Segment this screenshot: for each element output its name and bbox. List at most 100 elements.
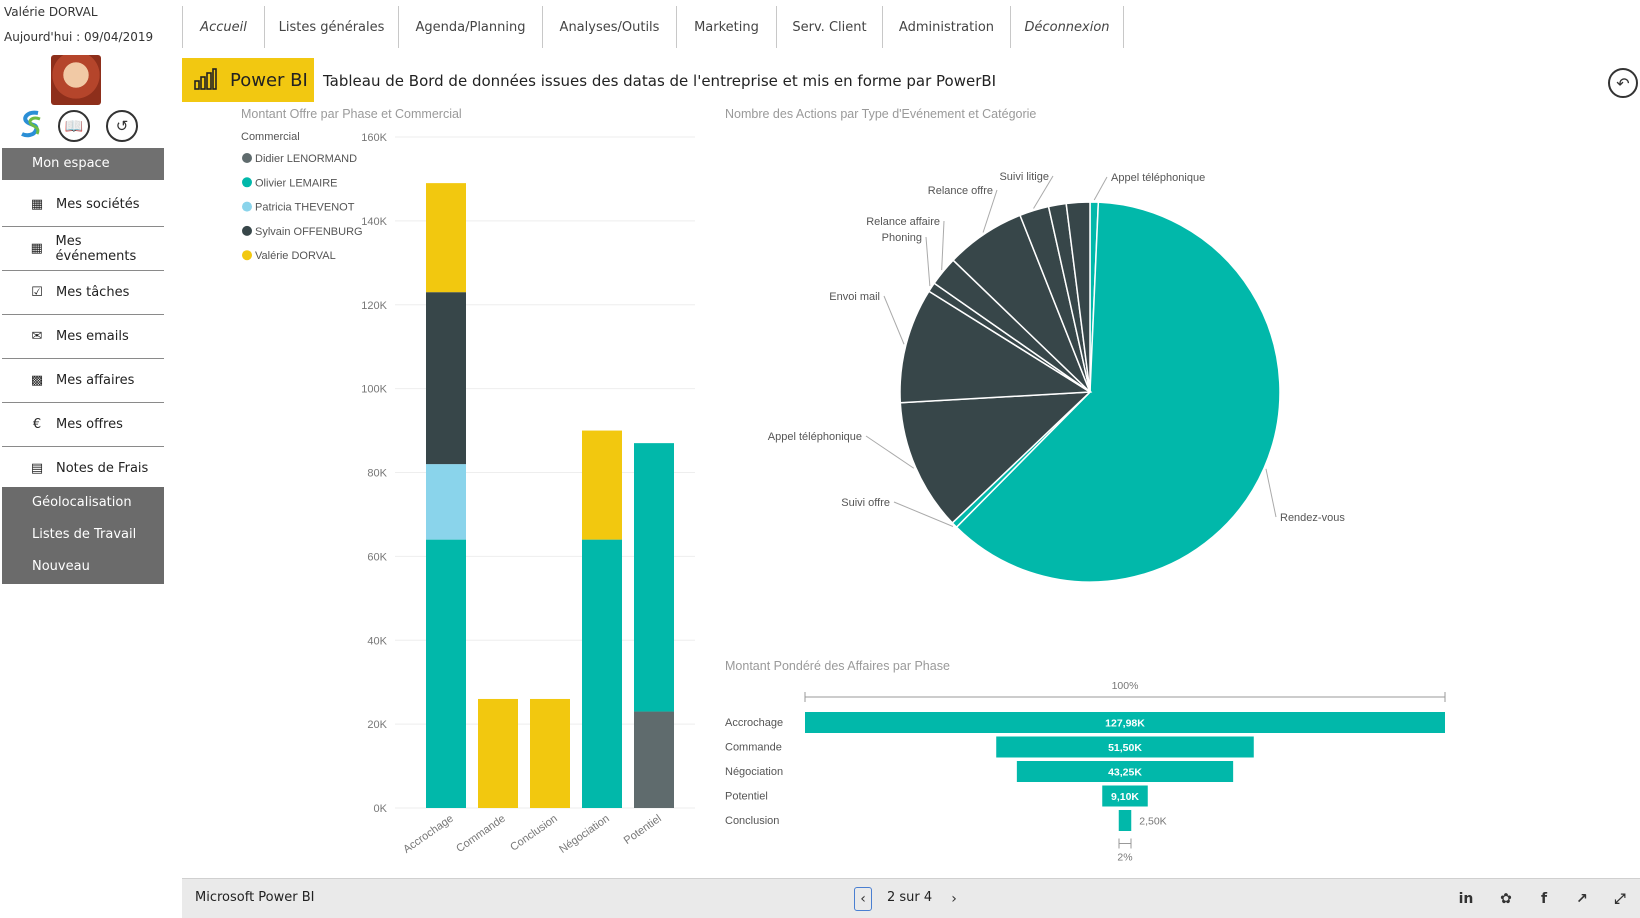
- pie-slice-label: Phoning: [882, 232, 922, 244]
- bar-x-tick-label: Potentiel: [622, 813, 664, 847]
- pie-slice[interactable]: [955, 201, 1281, 583]
- tab-agenda-planning[interactable]: Agenda/Planning: [398, 6, 542, 48]
- fullscreen-icon[interactable]: ⤢: [1614, 891, 1626, 907]
- pie-chart-title: Nombre des Actions par Type d'Evénement …: [725, 107, 1036, 121]
- charts-canvas: Montant Offre par Phase et Commercial Co…: [241, 107, 1446, 864]
- funnel-category-label: Potentiel: [725, 791, 768, 803]
- sidebar-item-offres[interactable]: € Mes offres: [2, 403, 164, 447]
- tab-accueil[interactable]: Accueil: [182, 6, 264, 48]
- tab-administration[interactable]: Administration: [882, 6, 1010, 48]
- sidebar-item-label: Mes offres: [56, 417, 123, 432]
- tab-analyses-outils[interactable]: Analyses/Outils: [542, 6, 676, 48]
- bar-y-tick-label: 40K: [367, 635, 387, 647]
- back-icon[interactable]: ↶: [1608, 68, 1638, 98]
- funnel-value-label: 9,10K: [1111, 791, 1139, 803]
- bar-segment[interactable]: [634, 711, 674, 808]
- tab-listes-generales[interactable]: Listes générales: [264, 6, 398, 48]
- menu-header[interactable]: Mon espace: [2, 148, 164, 180]
- bar-segment[interactable]: [478, 698, 518, 808]
- history-icon[interactable]: ↺: [106, 110, 138, 142]
- bar-legend-entry[interactable]: Didier LENORMAND: [255, 153, 357, 165]
- user-name: Valérie DORVAL: [4, 5, 98, 19]
- chevron-left-icon[interactable]: ‹: [854, 887, 872, 911]
- powerbi-footer: Microsoft Power BI ‹ 2 sur 4 › in ✿ f ↗ …: [182, 878, 1640, 918]
- pie-slice-label: Appel téléphonique: [1111, 172, 1205, 184]
- bar-segment[interactable]: [634, 443, 674, 712]
- share-icon[interactable]: ↗: [1576, 891, 1588, 907]
- pie-slice-label: Suivi litige: [999, 171, 1049, 183]
- facebook-icon[interactable]: f: [1540, 891, 1548, 907]
- chevron-right-icon[interactable]: ›: [951, 891, 957, 907]
- bar-segment[interactable]: [582, 430, 622, 540]
- bar-legend-entry[interactable]: Olivier LEMAIRE: [255, 177, 338, 189]
- sidebar: Valérie DORVAL Aujourd'hui : 09/04/2019 …: [0, 0, 168, 918]
- pie-slice-label: Relance offre: [928, 185, 993, 197]
- bar-segment[interactable]: [530, 698, 570, 808]
- bar-chart-title: Montant Offre par Phase et Commercial: [241, 107, 462, 121]
- linkedin-icon[interactable]: in: [1458, 891, 1474, 907]
- power-bi-icon: [194, 68, 217, 90]
- funnel-bottom-percent: 2%: [1117, 852, 1132, 864]
- bar-segment[interactable]: [426, 464, 466, 540]
- bar-x-tick-label: Négociation: [557, 813, 611, 856]
- sidebar-item-label: Mes événements: [55, 233, 137, 264]
- funnel-bar[interactable]: [1118, 810, 1132, 831]
- app-logo-icon[interactable]: [18, 110, 44, 140]
- bar-legend-entry[interactable]: Sylvain OFFENBURG: [255, 226, 363, 238]
- pie-slice-label: Suivi offre: [841, 497, 890, 509]
- power-bi-label: Power BI: [230, 69, 308, 91]
- page-indicator: 2 sur 4: [887, 890, 933, 905]
- sidebar-item-nouveau[interactable]: Nouveau: [32, 559, 90, 574]
- power-bi-badge: Power BI: [182, 58, 314, 102]
- bar-x-tick-label: Conclusion: [508, 813, 559, 854]
- pie-chart: Nombre des Actions par Type d'Evénement …: [725, 107, 1345, 583]
- sidebar-item-label: Mes sociétés: [56, 197, 140, 212]
- sidebar-item-taches[interactable]: ☑ Mes tâches: [2, 271, 164, 315]
- bar-legend-entry[interactable]: Patricia THEVENOT: [255, 202, 355, 214]
- pie-slice[interactable]: [1065, 201, 1091, 393]
- funnel-bar[interactable]: [1102, 785, 1148, 807]
- bar-segment[interactable]: [426, 539, 466, 808]
- funnel-bar[interactable]: [805, 712, 1445, 733]
- pie-slice[interactable]: [899, 391, 1092, 524]
- funnel-bar[interactable]: [1016, 761, 1234, 782]
- bar-segment[interactable]: [426, 183, 466, 293]
- bar-segment[interactable]: [582, 539, 622, 808]
- funnel-bar[interactable]: [996, 736, 1254, 758]
- bar-legend-marker: [242, 225, 252, 236]
- bar-legend-marker: [242, 177, 252, 188]
- avatar[interactable]: [51, 55, 101, 105]
- book-icon[interactable]: 📖: [58, 110, 90, 142]
- bar-legend-marker: [242, 250, 252, 261]
- twitter-icon[interactable]: ✿: [1500, 891, 1512, 907]
- bar-y-tick-label: 20K: [367, 719, 387, 731]
- bar-y-tick-label: 160K: [361, 132, 387, 144]
- tab-serv-client[interactable]: Serv. Client: [776, 6, 882, 48]
- funnel-chart-title: Montant Pondéré des Affaires par Phase: [725, 659, 950, 673]
- briefcase-icon: ▩: [30, 373, 44, 388]
- bar-y-tick-label: 140K: [361, 216, 387, 228]
- bar-y-tick-label: 60K: [367, 551, 387, 563]
- bar-legend-title: Commercial: [241, 131, 300, 143]
- sidebar-extra-menu: Géolocalisation Listes de Travail Nouvea…: [2, 487, 164, 584]
- sidebar-item-societes[interactable]: ▦ Mes sociétés: [2, 183, 164, 227]
- funnel-top-percent: 100%: [1112, 680, 1139, 692]
- sidebar-item-geolocalisation[interactable]: Géolocalisation: [32, 495, 132, 510]
- sidebar-item-listes-travail[interactable]: Listes de Travail: [32, 527, 137, 542]
- pie-leader-line: [865, 435, 915, 469]
- pie-leader-line: [883, 295, 905, 345]
- document-icon: ▤: [30, 461, 44, 476]
- pie-leader-line: [982, 189, 998, 233]
- tab-deconnexion[interactable]: Déconnexion: [1010, 6, 1124, 48]
- bar-y-tick-label: 120K: [361, 300, 387, 312]
- pie-slice[interactable]: [899, 290, 1093, 404]
- sidebar-item-evenements[interactable]: ▦ Mes événements: [2, 227, 164, 271]
- bar-segment[interactable]: [426, 292, 466, 465]
- dashboard-title: Tableau de Bord de données issues des da…: [323, 72, 997, 90]
- tab-marketing[interactable]: Marketing: [676, 6, 776, 48]
- sidebar-item-affaires[interactable]: ▩ Mes affaires: [2, 359, 164, 403]
- pie-leader-line: [1033, 175, 1054, 209]
- bar-legend-entry[interactable]: Valérie DORVAL: [255, 250, 336, 262]
- sidebar-item-emails[interactable]: ✉ Mes emails: [2, 315, 164, 359]
- sidebar-item-label: Notes de Frais: [56, 461, 149, 476]
